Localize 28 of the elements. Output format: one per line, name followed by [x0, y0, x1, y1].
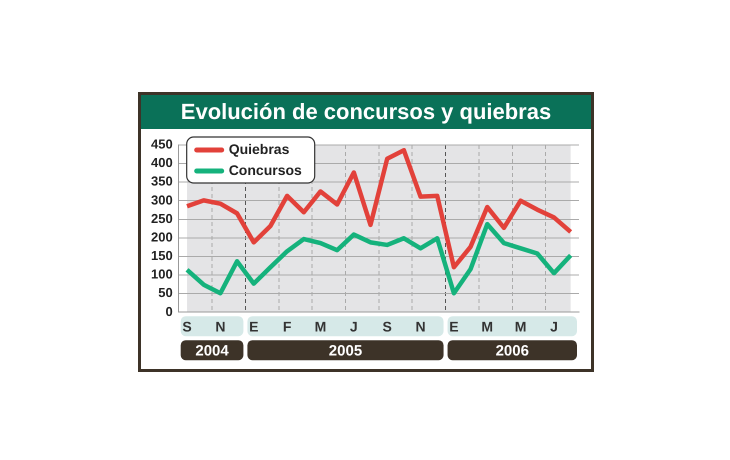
text: 2005 — [328, 342, 362, 360]
x-tick-label: S — [382, 318, 392, 334]
y-tick-label: 250 — [150, 210, 173, 226]
y-tick-label: 450 — [150, 136, 173, 152]
x-tick-label: M — [514, 318, 526, 334]
legend-label: Concursos — [228, 162, 302, 178]
x-tick-label: N — [415, 318, 426, 334]
x-tick-label: N — [215, 318, 226, 334]
x-tick-label: E — [449, 318, 459, 334]
x-tick-label: M — [481, 318, 494, 334]
x-tick-label: M — [314, 318, 326, 334]
y-tick-label: 350 — [150, 174, 173, 189]
text: 2006 — [496, 342, 529, 360]
legend-label: Quiebras — [228, 140, 290, 157]
text: 2004 — [195, 342, 230, 360]
y-tick-label: 150 — [150, 248, 173, 264]
x-tick-label: F — [282, 318, 292, 334]
y-tick-label: 200 — [150, 229, 173, 244]
x-tick-label: E — [249, 318, 258, 334]
x-tick-label: J — [350, 318, 358, 334]
chart-title: Evolución de concursos y quiebras — [141, 95, 591, 129]
y-tick-label: 100 — [150, 266, 173, 282]
y-tick-label: 300 — [150, 192, 173, 208]
y-tick-label: 400 — [150, 155, 173, 170]
x-tick-label: S — [182, 318, 192, 334]
x-tick-label: J — [550, 318, 558, 334]
y-tick-label: 0 — [165, 304, 173, 319]
y-tick-label: 50 — [158, 285, 173, 300]
